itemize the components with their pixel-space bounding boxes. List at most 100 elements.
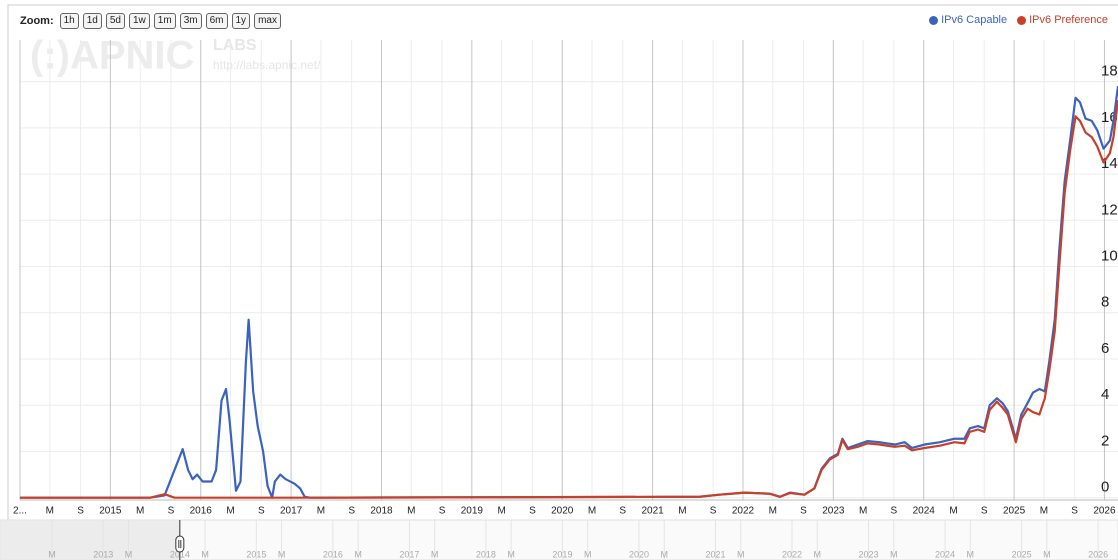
x-tick-label: M: [317, 506, 325, 517]
navigator-background: [0, 519, 1118, 560]
y-tick-label: 10: [1101, 248, 1118, 265]
navigator-tick-label: 2026: [1088, 549, 1108, 559]
x-tick-label: S: [258, 506, 265, 517]
x-tick-label: 2020: [551, 506, 574, 517]
y-tick-label: 2: [1101, 432, 1109, 449]
x-tick-label: M: [1040, 506, 1048, 517]
navigator-tick-label: M: [431, 549, 439, 559]
navigator-tick-label: 2013: [93, 549, 113, 559]
watermark-labs: LABS: [213, 37, 257, 54]
legend: IPv6 Capable IPv6 Preference: [929, 14, 1108, 26]
y-tick-label: 12: [1101, 201, 1118, 218]
x-tick-label: M: [769, 506, 777, 517]
navigator-tick-label: M: [814, 549, 822, 559]
x-tick-label: M: [498, 506, 506, 517]
navigator-tick-label: M: [967, 549, 975, 559]
x-tick-label: 2024: [913, 506, 936, 517]
navigator-tick-label: M: [737, 549, 745, 559]
x-tick-label: M: [949, 506, 957, 517]
zoom-button[interactable]: 6m: [205, 13, 228, 29]
y-tick-label: 8: [1101, 294, 1109, 311]
x-tick-label: S: [1071, 506, 1078, 517]
x-tick-label: S: [77, 506, 84, 517]
x-tick-label: S: [710, 506, 717, 517]
navigator-tick-label: 2021: [705, 549, 725, 559]
navigator-tick-label: 2025: [1012, 549, 1032, 559]
zoom-label: Zoom:: [20, 15, 54, 27]
x-tick-label: S: [168, 506, 175, 517]
x-tick-label: 2019: [461, 506, 484, 517]
navigator-tick-label: M: [584, 549, 592, 559]
navigator-unselected: [0, 520, 180, 560]
zoom-button[interactable]: max: [254, 13, 281, 29]
navigator-tick-label: M: [125, 549, 133, 559]
zoom-button[interactable]: 5d: [105, 13, 125, 29]
x-tick-label: M: [859, 506, 867, 517]
legend-label: IPv6 Capable: [941, 14, 1008, 26]
navigator-tick-label: 2023: [859, 549, 879, 559]
navigator-tick-label: M: [1043, 549, 1051, 559]
navigator-tick-label: 2024: [935, 549, 955, 559]
x-tick-label: 2016: [190, 506, 213, 517]
y-tick-label: 6: [1101, 340, 1109, 357]
frame: [7, 4, 1118, 558]
x-tick-label: 2025: [1003, 506, 1026, 517]
zoom-toolbar: Zoom: 1h 1d 5d 1w 1m 3m 6m 1y max: [20, 13, 281, 29]
navigator-tick-label: M: [354, 549, 362, 559]
x-tick-label: S: [348, 506, 355, 517]
x-tick-label: S: [619, 506, 626, 517]
x-tick-label: M: [678, 506, 686, 517]
navigator-tick-label: 2017: [399, 549, 419, 559]
x-tick-label: 2026: [1093, 506, 1116, 517]
x-tick-label: S: [800, 506, 807, 517]
navigator-tick-label: 2020: [629, 549, 649, 559]
legend-item[interactable]: IPv6 Preference: [1017, 14, 1108, 26]
navigator-tick-label: 2016: [323, 549, 343, 559]
navigator-tick-label: 2018: [476, 549, 496, 559]
zoom-button[interactable]: 1y: [231, 13, 251, 29]
x-tick-label: 2017: [280, 506, 303, 517]
x-tick-label: S: [981, 506, 988, 517]
x-tick-label: M: [588, 506, 596, 517]
zoom-button[interactable]: 1h: [59, 13, 79, 29]
x-tick-label: S: [439, 506, 446, 517]
navigator-tick-label: M: [890, 549, 898, 559]
navigator-tick-label: 2019: [552, 549, 572, 559]
navigator-tick-label: 2015: [246, 549, 266, 559]
x-tick-label: M: [407, 506, 415, 517]
y-tick-label: 18: [1101, 63, 1118, 80]
x-tick-label: 2...: [13, 506, 27, 517]
zoom-button[interactable]: 1m: [153, 13, 176, 29]
x-tick-label: M: [226, 506, 234, 517]
legend-swatch: [929, 15, 939, 25]
x-tick-label: S: [891, 506, 898, 517]
watermark-logo: (:)APNIC: [30, 34, 194, 78]
x-tick-label: 2015: [99, 506, 122, 517]
x-tick-label: S: [529, 506, 536, 517]
zoom-button[interactable]: 1w: [128, 13, 150, 29]
legend-label: IPv6 Preference: [1029, 14, 1108, 26]
x-tick-label: M: [136, 506, 144, 517]
navigator-tick-label: 2022: [782, 549, 802, 559]
zoom-button[interactable]: 3m: [179, 13, 202, 29]
legend-swatch: [1017, 15, 1027, 25]
x-tick-label: 2018: [370, 506, 393, 517]
y-tick-label: 0: [1101, 479, 1109, 496]
y-tick-label: 4: [1101, 386, 1109, 403]
series-line: [20, 99, 1118, 499]
navigator-tick-label: M: [507, 549, 515, 559]
navigator-handle[interactable]: [175, 520, 185, 560]
x-tick-label: M: [46, 506, 54, 517]
grid: [19, 40, 1118, 500]
navigator-tick-label: M: [48, 549, 56, 559]
navigator-tick-label: M: [660, 549, 668, 559]
legend-item[interactable]: IPv6 Capable: [929, 14, 1007, 26]
zoom-button[interactable]: 1d: [82, 13, 102, 29]
handle-grip: [175, 535, 185, 553]
navigator-tick-label: M: [201, 549, 209, 559]
watermark-url: http://labs.apnic.net/: [213, 58, 321, 72]
navigator-tick-label: M: [278, 549, 286, 559]
x-tick-label: 2022: [732, 506, 755, 517]
